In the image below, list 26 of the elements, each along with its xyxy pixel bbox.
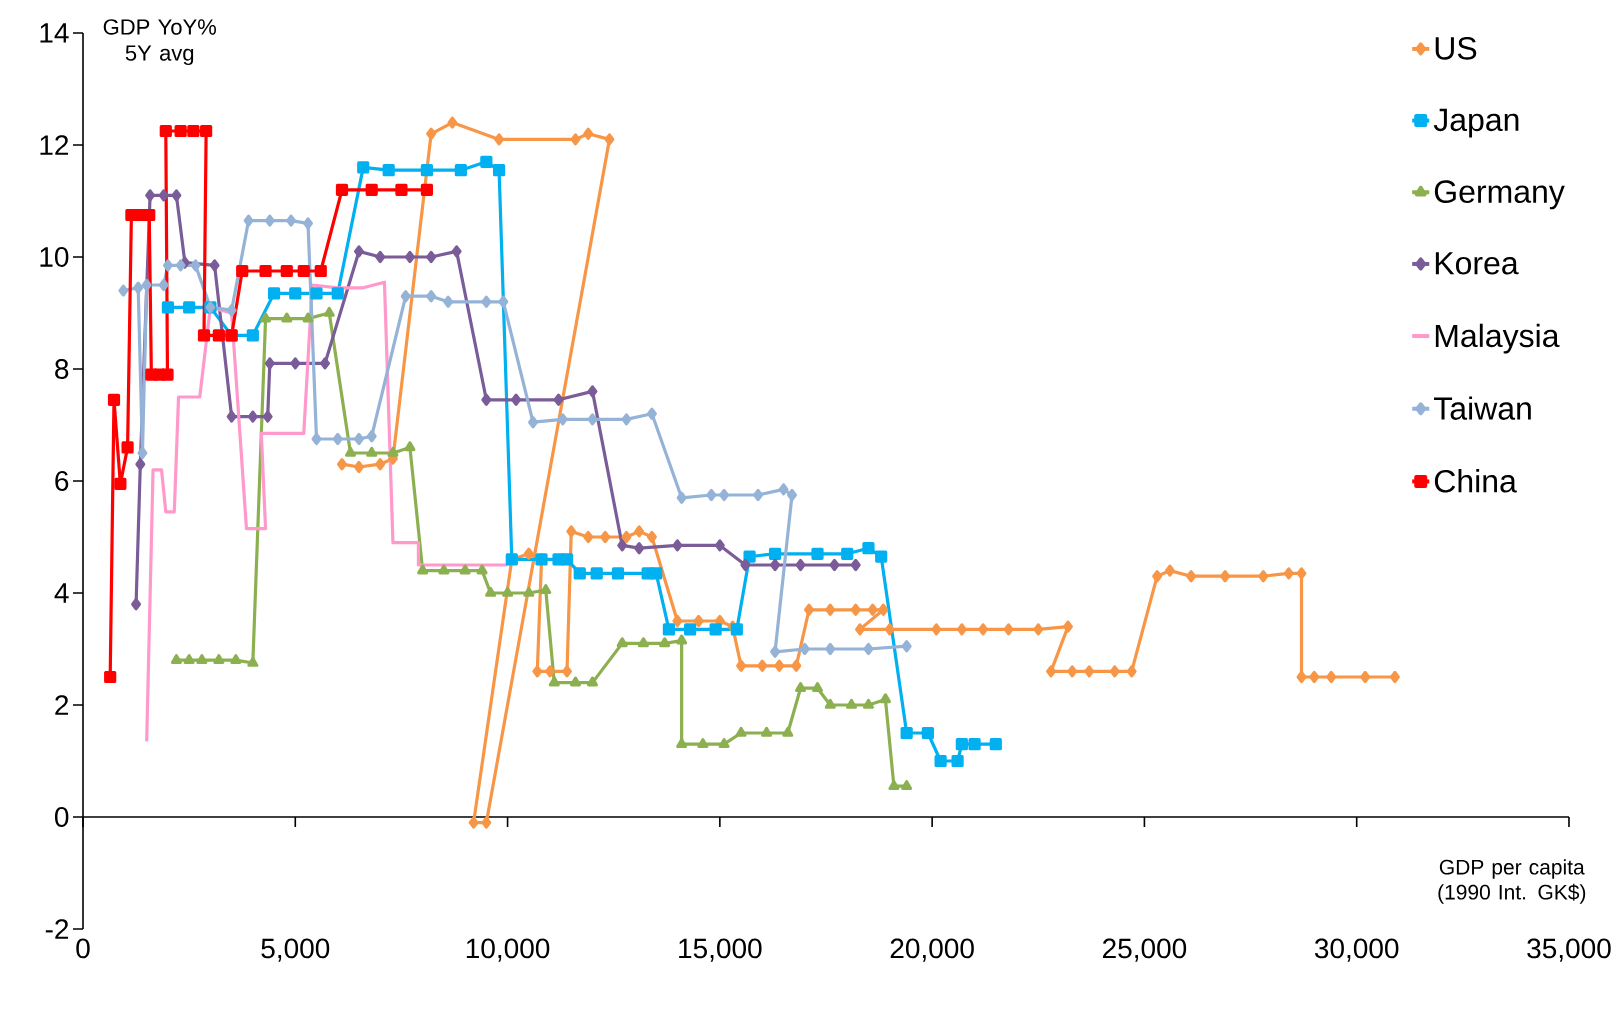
legend-label: Korea xyxy=(1435,252,1519,275)
x-tick-label: 20,000 xyxy=(890,938,974,962)
x-axis-title: GDP per capita (1990 Int. GK$) xyxy=(1438,859,1586,904)
legend-label: Germany xyxy=(1434,180,1565,210)
legend-label: Japan xyxy=(1433,108,1519,138)
y-axis-title: GDP YoY% 5Y avg xyxy=(103,19,216,66)
x-tick-label: 0 xyxy=(76,938,90,959)
y-tick-label: 2 xyxy=(55,695,69,715)
x-tick-label: 15,000 xyxy=(679,938,762,962)
x-tick-label: 30,000 xyxy=(1314,938,1399,962)
legend-label: US xyxy=(1435,37,1477,60)
legend-label: Malaysia xyxy=(1435,323,1560,354)
x-tick-label: 35,000 xyxy=(1527,938,1611,962)
x-tick-label: 10,000 xyxy=(466,938,550,962)
y-tick-label: 14 xyxy=(40,23,69,43)
legend-label: China xyxy=(1434,469,1517,493)
y-tick-label: 6 xyxy=(55,471,69,491)
y-tick-label: 4 xyxy=(54,583,69,603)
y-tick-label: 12 xyxy=(40,135,69,155)
x-tick-label: 25,000 xyxy=(1103,938,1187,962)
y-tick-label: -2 xyxy=(45,919,69,939)
legend-label: Taiwan xyxy=(1433,396,1531,420)
y-tick-label: 8 xyxy=(55,359,69,379)
x-tick-label: 5,000 xyxy=(261,938,330,962)
y-tick-label: 10 xyxy=(40,247,69,267)
y-tick-label: 0 xyxy=(55,807,69,827)
